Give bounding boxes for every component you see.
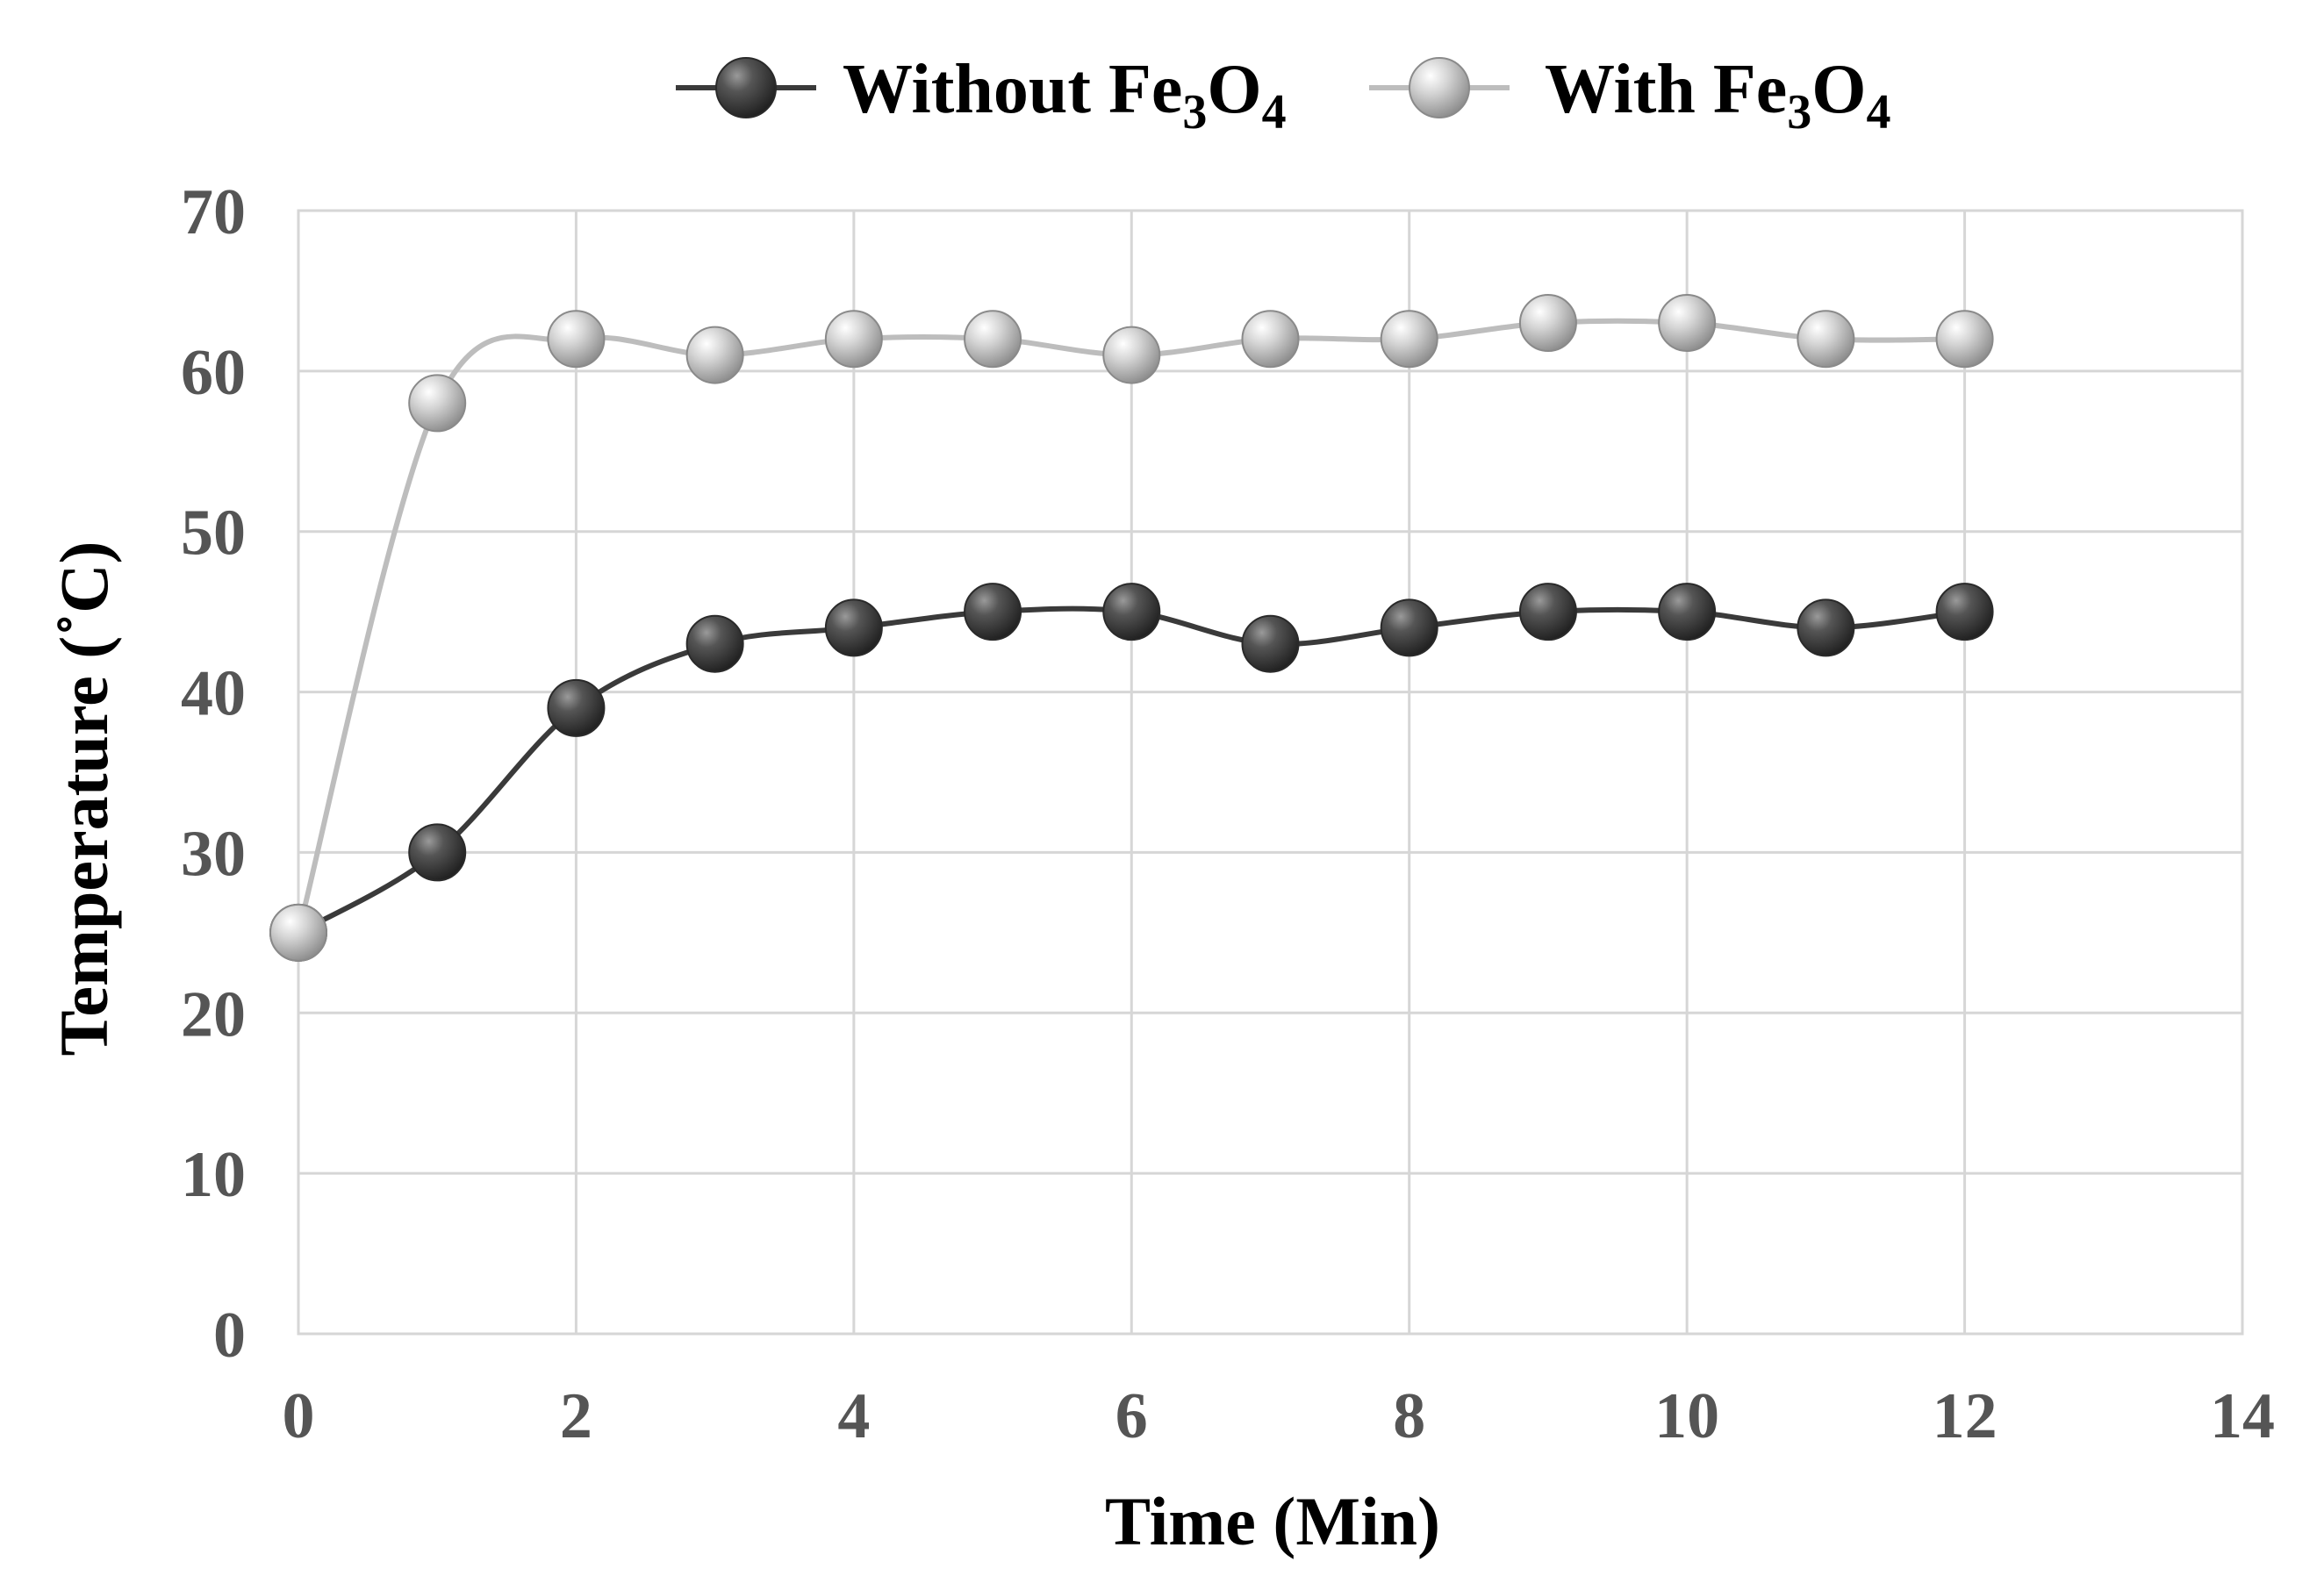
data-point-with-fe3o4[interactable] bbox=[1102, 326, 1161, 384]
data-point-with-fe3o4[interactable] bbox=[1935, 310, 1994, 369]
plot-area-border bbox=[297, 209, 2244, 1336]
data-point-with-fe3o4[interactable] bbox=[685, 326, 744, 384]
legend-label-with-mid: O bbox=[1811, 51, 1866, 128]
x-tick-label: 4 bbox=[837, 1380, 870, 1452]
legend-label-with-base: With Fe bbox=[1545, 51, 1787, 128]
y-tick-label: 70 bbox=[181, 176, 246, 248]
legend-label-with-sub1: 3 bbox=[1787, 85, 1811, 140]
data-point-with-fe3o4[interactable] bbox=[408, 374, 467, 433]
data-point-without-fe3o4[interactable] bbox=[408, 823, 467, 882]
legend-item-with-fe3o4[interactable]: With Fe3O4 bbox=[1369, 51, 1891, 140]
x-tick-label: 12 bbox=[1933, 1380, 1998, 1452]
legend-label-with-sub2: 4 bbox=[1867, 85, 1891, 140]
x-axis-title: Time (Min) bbox=[1105, 1483, 1440, 1559]
grid bbox=[297, 209, 2244, 1336]
data-point-without-fe3o4[interactable] bbox=[1102, 583, 1161, 641]
legend-label-without-mid: O bbox=[1207, 51, 1261, 128]
y-axis-ticks: 0 10 20 30 40 50 60 70 bbox=[181, 176, 246, 1372]
data-point-without-fe3o4[interactable] bbox=[685, 614, 744, 673]
legend-marker-with bbox=[1409, 57, 1470, 118]
y-tick-label: 20 bbox=[181, 978, 246, 1050]
data-point-without-fe3o4[interactable] bbox=[547, 678, 606, 737]
x-tick-label: 10 bbox=[1654, 1380, 1719, 1452]
data-point-with-fe3o4[interactable] bbox=[824, 310, 883, 369]
data-point-with-fe3o4[interactable] bbox=[269, 903, 327, 962]
legend-label-without: Without Fe3O4 bbox=[843, 51, 1287, 140]
data-point-without-fe3o4[interactable] bbox=[1241, 614, 1300, 673]
data-point-without-fe3o4[interactable] bbox=[1658, 583, 1717, 641]
data-point-with-fe3o4[interactable] bbox=[1658, 294, 1717, 352]
data-point-with-fe3o4[interactable] bbox=[964, 310, 1022, 369]
legend-label-without-base: Without Fe bbox=[843, 51, 1182, 128]
legend-label-without-sub1: 3 bbox=[1182, 85, 1207, 140]
data-point-without-fe3o4[interactable] bbox=[1518, 583, 1577, 641]
y-tick-label: 30 bbox=[181, 818, 246, 890]
y-tick-label: 40 bbox=[181, 658, 246, 730]
y-tick-label: 50 bbox=[181, 498, 246, 570]
legend-marker-without bbox=[715, 57, 777, 118]
y-tick-label: 0 bbox=[213, 1300, 246, 1372]
series-points bbox=[269, 294, 1994, 962]
data-point-without-fe3o4[interactable] bbox=[824, 598, 883, 657]
legend-label-with: With Fe3O4 bbox=[1545, 51, 1891, 140]
x-axis-ticks: 0 2 4 6 8 10 12 14 bbox=[283, 1380, 2276, 1452]
x-tick-label: 14 bbox=[2210, 1380, 2275, 1452]
y-tick-label: 60 bbox=[181, 337, 246, 409]
data-point-with-fe3o4[interactable] bbox=[1380, 310, 1438, 369]
data-point-with-fe3o4[interactable] bbox=[1797, 310, 1855, 369]
data-point-without-fe3o4[interactable] bbox=[1797, 598, 1855, 657]
data-point-without-fe3o4[interactable] bbox=[1935, 583, 1994, 641]
x-tick-label: 8 bbox=[1393, 1380, 1425, 1452]
data-point-with-fe3o4[interactable] bbox=[1241, 310, 1300, 369]
x-tick-label: 6 bbox=[1115, 1380, 1148, 1452]
data-point-with-fe3o4[interactable] bbox=[547, 310, 606, 369]
y-tick-label: 10 bbox=[181, 1139, 246, 1211]
x-tick-label: 0 bbox=[283, 1380, 315, 1452]
x-tick-label: 2 bbox=[560, 1380, 592, 1452]
legend-label-without-sub2: 4 bbox=[1262, 85, 1287, 140]
legend-item-without-fe3o4[interactable]: Without Fe3O4 bbox=[676, 51, 1287, 140]
y-axis-title: Temperature (˚C) bbox=[46, 541, 122, 1056]
data-point-without-fe3o4[interactable] bbox=[1380, 598, 1438, 657]
data-point-without-fe3o4[interactable] bbox=[964, 583, 1022, 641]
legend: Without Fe3O4 With Fe3O4 bbox=[676, 51, 1891, 140]
data-point-with-fe3o4[interactable] bbox=[1518, 294, 1577, 352]
